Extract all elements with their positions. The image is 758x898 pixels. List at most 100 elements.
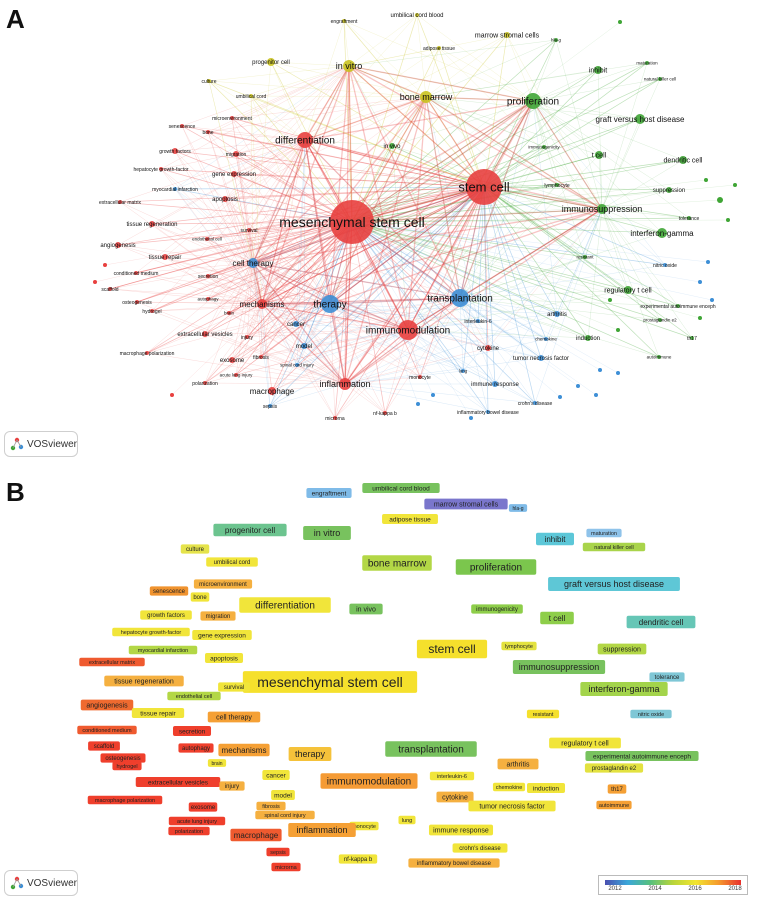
overlay-item-cytokine[interactable]: cytokine [436, 791, 474, 803]
node-interferon-gamma[interactable] [657, 228, 667, 238]
overlay-item-natural-killer-cell[interactable]: natural killer cell [582, 542, 646, 552]
node-migration[interactable] [233, 151, 239, 157]
overlay-item-inhibit[interactable]: inhibit [536, 532, 574, 546]
overlay-item-t-cell[interactable]: t cell [540, 611, 574, 625]
overlay-item-interferon-gamma[interactable]: interferon-gamma [580, 682, 668, 696]
overlay-item-scaffold[interactable]: scaffold [88, 741, 120, 751]
overlay-item-hydrogel[interactable]: hydrogel [112, 761, 142, 771]
node-culture[interactable] [207, 79, 211, 83]
node-exosome[interactable] [229, 357, 235, 363]
overlay-item-therapy[interactable]: therapy [288, 747, 332, 761]
overlay-item-prostaglandin-e2[interactable]: prostaglandin e2 [584, 763, 644, 773]
node-osteogenesis[interactable] [135, 300, 139, 304]
node-proliferation[interactable] [525, 93, 541, 109]
node-tissue-regeneration[interactable] [149, 221, 155, 227]
node-inflammation[interactable] [339, 378, 351, 390]
node-adipose-tissue[interactable] [437, 46, 441, 50]
node-arthritis[interactable] [554, 311, 560, 317]
node-therapy[interactable] [321, 295, 339, 313]
node-macrophage-polarization[interactable] [145, 351, 149, 355]
node-endothelial-cell[interactable] [205, 237, 209, 241]
overlay-item-survival[interactable]: survival [218, 682, 250, 692]
node-acute-lung-injury[interactable] [234, 373, 238, 377]
node-survival[interactable] [247, 228, 251, 232]
node-resistant[interactable] [583, 255, 587, 259]
node-cancer[interactable] [293, 321, 299, 327]
overlay-item-spinal-cord-injury[interactable]: spinal cord injury [255, 810, 315, 820]
overlay-item-engraftment[interactable]: engraftment [306, 487, 352, 499]
overlay-item-extracellular-matrix[interactable]: extracellular matrix [79, 657, 145, 667]
overlay-item-experimental-autoimmune-enceph[interactable]: experimental autoimmune enceph [585, 750, 699, 762]
node-differentiation[interactable] [297, 132, 313, 148]
node-hla-g[interactable] [554, 38, 558, 42]
node-in-vitro[interactable] [343, 60, 355, 72]
overlay-item-proliferation[interactable]: proliferation [455, 559, 537, 575]
overlay-item-polarization[interactable]: polarization [168, 826, 210, 836]
node-autoimmune[interactable] [657, 355, 661, 359]
overlay-item-sepsis[interactable]: sepsis [266, 847, 290, 857]
node-maturation[interactable] [645, 61, 649, 65]
overlay-item-tissue-regeneration[interactable]: tissue regeneration [104, 675, 184, 687]
overlay-item-regulatory-t-cell[interactable]: regulatory t cell [549, 737, 621, 749]
overlay-item-graft-versus-host-disease[interactable]: graft versus host disease [548, 577, 680, 591]
node-conditioned-medium[interactable] [134, 271, 138, 275]
overlay-item-th17[interactable]: th17 [607, 784, 627, 794]
node-tumor-necrosis-factor[interactable] [538, 355, 544, 361]
node-hydrogel[interactable] [150, 309, 154, 313]
node-angiogenesis[interactable] [115, 242, 121, 248]
node-microrna[interactable] [333, 416, 337, 420]
node-mechanisms[interactable] [257, 299, 267, 309]
node-hepatocyte-growth-factor[interactable] [159, 167, 163, 171]
overlay-item-growth-factors[interactable]: growth factors [140, 610, 192, 620]
overlay-item-maturation[interactable]: maturation [586, 528, 622, 538]
node-tissue-repair[interactable] [162, 254, 168, 260]
overlay-item-transplantation[interactable]: transplantation [385, 741, 477, 757]
node-cytokine[interactable] [485, 345, 491, 351]
overlay-item-in-vitro[interactable]: in vitro [303, 526, 351, 540]
overlay-item-bone-marrow[interactable]: bone marrow [362, 555, 432, 571]
node-apoptosis[interactable] [222, 196, 228, 202]
node-umbilical-cord[interactable] [249, 94, 253, 98]
overlay-item-adipose-tissue[interactable]: adipose tissue [382, 513, 438, 525]
overlay-item-marrow-stromal-cells[interactable]: marrow stromal cells [424, 498, 508, 510]
node-mesenchymal-stem-cell[interactable] [330, 200, 374, 244]
overlay-item-inflammation[interactable]: inflammation [288, 823, 356, 837]
node-injury[interactable] [245, 335, 249, 339]
overlay-item-in-vivo[interactable]: in vivo [349, 603, 383, 615]
overlay-item-lymphocyte[interactable]: lymphocyte [501, 641, 537, 651]
overlay-item-tolerance[interactable]: tolerance [649, 672, 685, 682]
node-bone-marrow[interactable] [420, 91, 432, 103]
node-brain[interactable] [227, 311, 231, 315]
overlay-item-endothelial-cell[interactable]: endothelial cell [167, 691, 221, 701]
node-gene-expression[interactable] [231, 171, 237, 177]
node-sepsis[interactable] [268, 404, 272, 408]
node-inhibit[interactable] [594, 66, 602, 74]
node-bone[interactable] [206, 130, 210, 134]
node-cell-therapy[interactable] [248, 258, 258, 268]
node-progenitor-cell[interactable] [267, 58, 275, 66]
overlay-item-macrophage[interactable]: macrophage [230, 828, 282, 842]
node-nitric-oxide[interactable] [663, 263, 667, 267]
node-tolerance[interactable] [687, 216, 691, 220]
node-th17[interactable] [690, 336, 694, 340]
node-suppression[interactable] [666, 187, 672, 193]
overlay-item-microrna[interactable]: microrna [271, 862, 301, 872]
overlay-item-acute-lung-injury[interactable]: acute lung injury [168, 816, 226, 826]
node-crohn-s-disease[interactable] [533, 401, 537, 405]
overlay-item-differentiation[interactable]: differentiation [239, 597, 331, 613]
overlay-item-tumor-necrosis-factor[interactable]: tumor necrosis factor [468, 800, 556, 812]
overlay-item-tissue-repair[interactable]: tissue repair [131, 707, 185, 719]
overlay-item-bone[interactable]: bone [190, 592, 210, 602]
node-secretion[interactable] [206, 274, 210, 278]
overlay-item-cancer[interactable]: cancer [262, 769, 290, 781]
node-fibrosis[interactable] [259, 355, 263, 359]
node-prostaglandin-e2[interactable] [658, 318, 662, 322]
node-immunosuppression[interactable] [597, 204, 607, 214]
node-growth-factors[interactable] [172, 148, 178, 154]
node-marrow-stromal-cells[interactable] [504, 32, 510, 38]
node-senescence[interactable] [180, 124, 184, 128]
overlay-item-conditioned-medium[interactable]: conditioned medium [77, 725, 137, 735]
overlay-item-autophagy[interactable]: autophagy [178, 743, 214, 753]
node-umbilical-cord-blood[interactable] [415, 13, 419, 17]
overlay-item-nitric-oxide[interactable]: nitric oxide [630, 709, 672, 719]
